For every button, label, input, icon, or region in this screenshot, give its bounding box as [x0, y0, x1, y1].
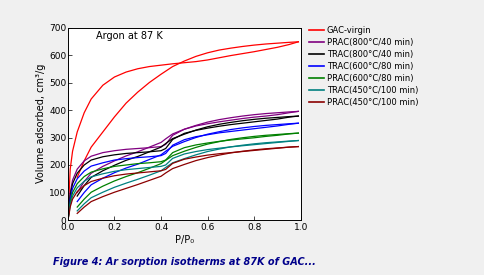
Legend: GAC-virgin, PRAC(800°C/40 min), TRAC(800°C/40 min), TRAC(600°C/80 min), PRAC(600: GAC-virgin, PRAC(800°C/40 min), TRAC(800…	[307, 26, 418, 108]
Text: Figure 4: Ar sorption isotherms at 87K of GAC...: Figure 4: Ar sorption isotherms at 87K o…	[53, 257, 315, 267]
Y-axis label: Volume adsorbed, cm³/g: Volume adsorbed, cm³/g	[36, 64, 46, 183]
Text: Argon at 87 K: Argon at 87 K	[96, 31, 162, 41]
X-axis label: P/P₀: P/P₀	[174, 235, 194, 244]
